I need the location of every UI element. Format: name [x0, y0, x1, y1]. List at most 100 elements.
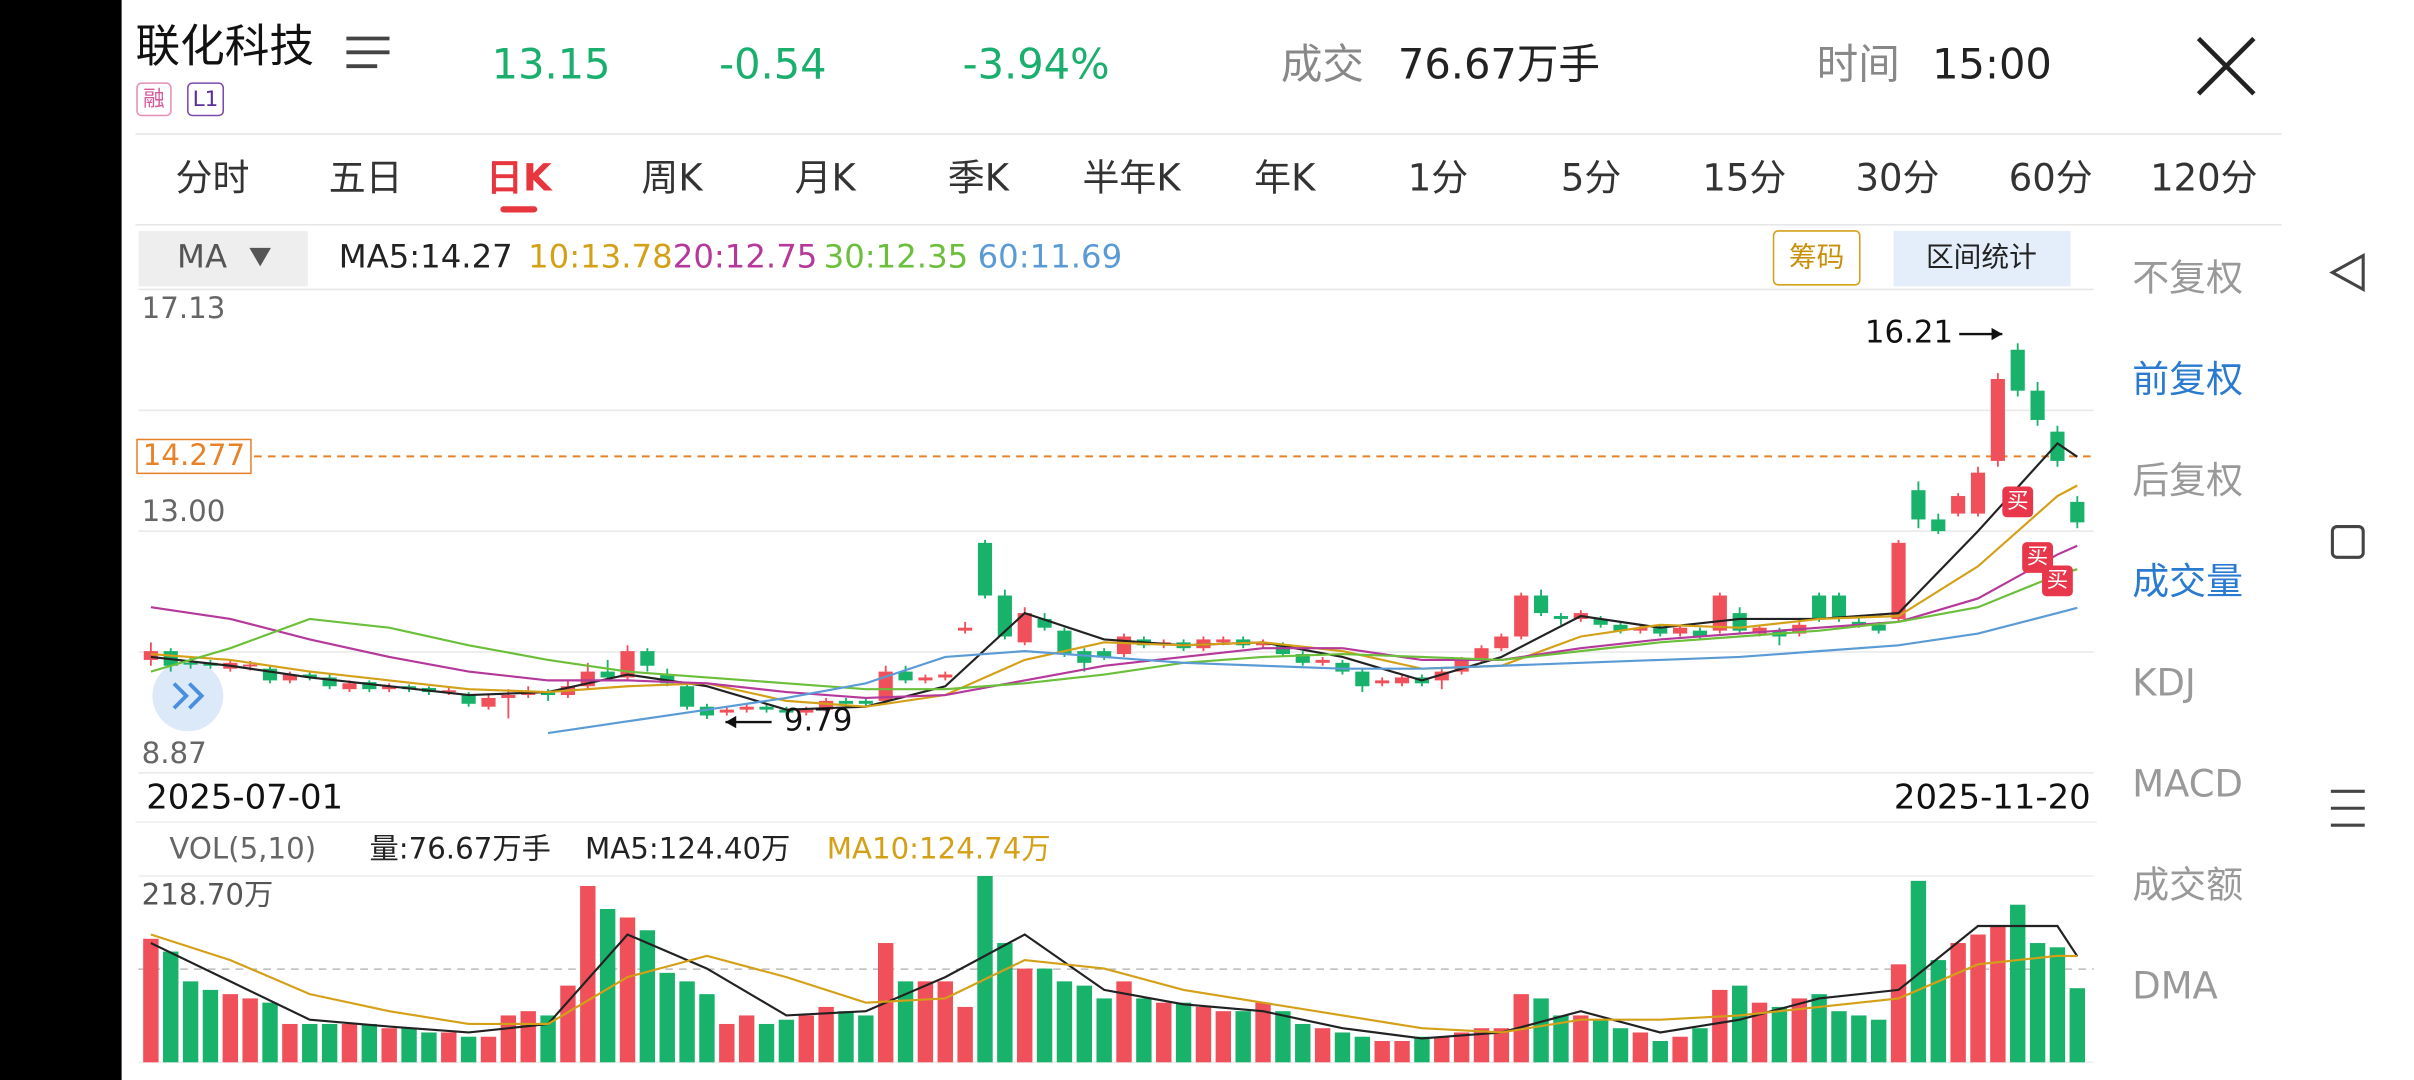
volume-bar: [1374, 1040, 1390, 1063]
candle-body: [1593, 618, 1608, 625]
candle-body: [1394, 677, 1410, 684]
tab[interactable]: 月K: [795, 157, 857, 200]
volume-bar: [1453, 1032, 1470, 1063]
candle-body: [640, 651, 655, 666]
side-menu-item[interactable]: 前复权: [2132, 358, 2243, 401]
volume-bar: [1533, 998, 1549, 1063]
volume-bar: [838, 1011, 854, 1063]
volume-bar: [1036, 968, 1053, 1063]
candle-body: [1097, 651, 1112, 657]
nav-recent[interactable]: [2330, 789, 2365, 827]
side-menu-item[interactable]: 后复权: [2132, 459, 2243, 502]
volume-bar: [1712, 989, 1728, 1063]
volume-bar: [917, 981, 934, 1063]
volume-bar: [1553, 1015, 1569, 1063]
side-menu-item[interactable]: 成交额: [2132, 864, 2243, 907]
volume-bar: [599, 908, 616, 1063]
tab[interactable]: 五日: [329, 157, 403, 200]
volume-bar: [1414, 1036, 1430, 1063]
menu-icon[interactable]: [346, 36, 390, 69]
range-stats-button[interactable]: [1893, 230, 2071, 287]
candle-body: [461, 695, 476, 704]
ma-selector[interactable]: [138, 230, 308, 287]
ma-legend: 30:12.35: [824, 238, 969, 276]
volume-bar: [738, 1015, 755, 1063]
candle-body: [1851, 621, 1866, 625]
volume-bar: [421, 1032, 437, 1063]
candle-body: [540, 692, 556, 696]
candle-body: [1533, 595, 1549, 614]
volume-bar: [778, 1019, 795, 1063]
chip-button-label: 筹码: [1789, 241, 1844, 274]
volume-bar: [957, 1006, 973, 1063]
candle-body: [1434, 671, 1449, 681]
tab[interactable]: 15分: [1702, 157, 1786, 200]
candle-body: [997, 595, 1012, 637]
tab[interactable]: 日K: [486, 157, 553, 200]
tab[interactable]: 1分: [1408, 157, 1468, 200]
vol-label: 量:76.67万手: [369, 831, 550, 865]
y-tick-label: 17.13: [142, 291, 226, 325]
candle-body: [1335, 662, 1350, 672]
side-menu-item[interactable]: 不复权: [2132, 257, 2243, 300]
tab[interactable]: 周K: [641, 157, 703, 200]
tab[interactable]: 半年K: [1083, 157, 1182, 200]
candle-body: [1633, 627, 1648, 631]
candle-body: [1653, 627, 1668, 634]
volume-bar: [937, 981, 953, 1063]
candle-body: [1831, 595, 1847, 619]
candle-body: [282, 674, 297, 681]
volume-bar: [242, 998, 258, 1063]
range-stats-label: 区间统计: [1926, 241, 2037, 274]
volume-bar: [1394, 1040, 1410, 1063]
volume-label: 成交: [1281, 40, 1364, 89]
volume-bar: [1632, 1032, 1649, 1063]
candle-body: [739, 706, 754, 710]
tab[interactable]: 120分: [2150, 157, 2257, 200]
candle-body: [660, 674, 675, 684]
volume-bar: [1434, 1036, 1450, 1063]
ma-legend: 10:13.78: [528, 238, 673, 276]
tab[interactable]: 30分: [1856, 157, 1940, 200]
ma-selector-label: MA: [177, 238, 227, 276]
volume-bar: [1990, 926, 2006, 1063]
nav-home[interactable]: [2330, 524, 2365, 559]
close-button[interactable]: [2196, 36, 2256, 96]
candle-body: [362, 682, 377, 690]
tab[interactable]: 季K: [948, 157, 1010, 200]
volume-bar: [619, 917, 636, 1063]
candle-body: [1970, 472, 1986, 514]
signal-box: [2022, 542, 2053, 573]
side-menu-item[interactable]: DMA: [2132, 965, 2218, 1008]
side-menu-item[interactable]: KDJ: [2132, 661, 2196, 704]
candle-body: [302, 674, 317, 678]
high-label: 16.21: [1865, 315, 1953, 351]
candle-body: [858, 700, 873, 704]
volume-bar: [1017, 968, 1033, 1063]
reference-label-box: [136, 438, 252, 475]
badge-box: [187, 82, 225, 117]
volume-bar: [282, 1023, 298, 1063]
tab[interactable]: 分时: [176, 157, 250, 200]
volume-bar: [1652, 1040, 1668, 1063]
nav-back[interactable]: [2329, 252, 2365, 293]
candle-body: [1037, 618, 1052, 628]
tab[interactable]: 年K: [1254, 157, 1316, 200]
tab[interactable]: 5分: [1561, 157, 1621, 200]
high-arrow-head: [1991, 327, 2003, 341]
candle-body: [1017, 613, 1032, 643]
candle-body: [1255, 642, 1271, 646]
volume-bar: [1851, 1015, 1867, 1063]
volume-bar: [480, 1036, 497, 1063]
volume-bar: [262, 1002, 278, 1063]
volume-bar: [1473, 1028, 1490, 1063]
tab[interactable]: 60分: [2009, 157, 2093, 200]
volume-bar: [679, 981, 695, 1063]
side-menu-item[interactable]: MACD: [2132, 762, 2243, 805]
signal-label: 买: [2027, 544, 2049, 569]
chip-button[interactable]: [1772, 230, 1861, 286]
candle-body: [779, 709, 794, 713]
side-menu-item[interactable]: 成交量: [2132, 560, 2243, 603]
ma-line: [547, 606, 2078, 735]
volume-bar: [1890, 964, 1907, 1063]
